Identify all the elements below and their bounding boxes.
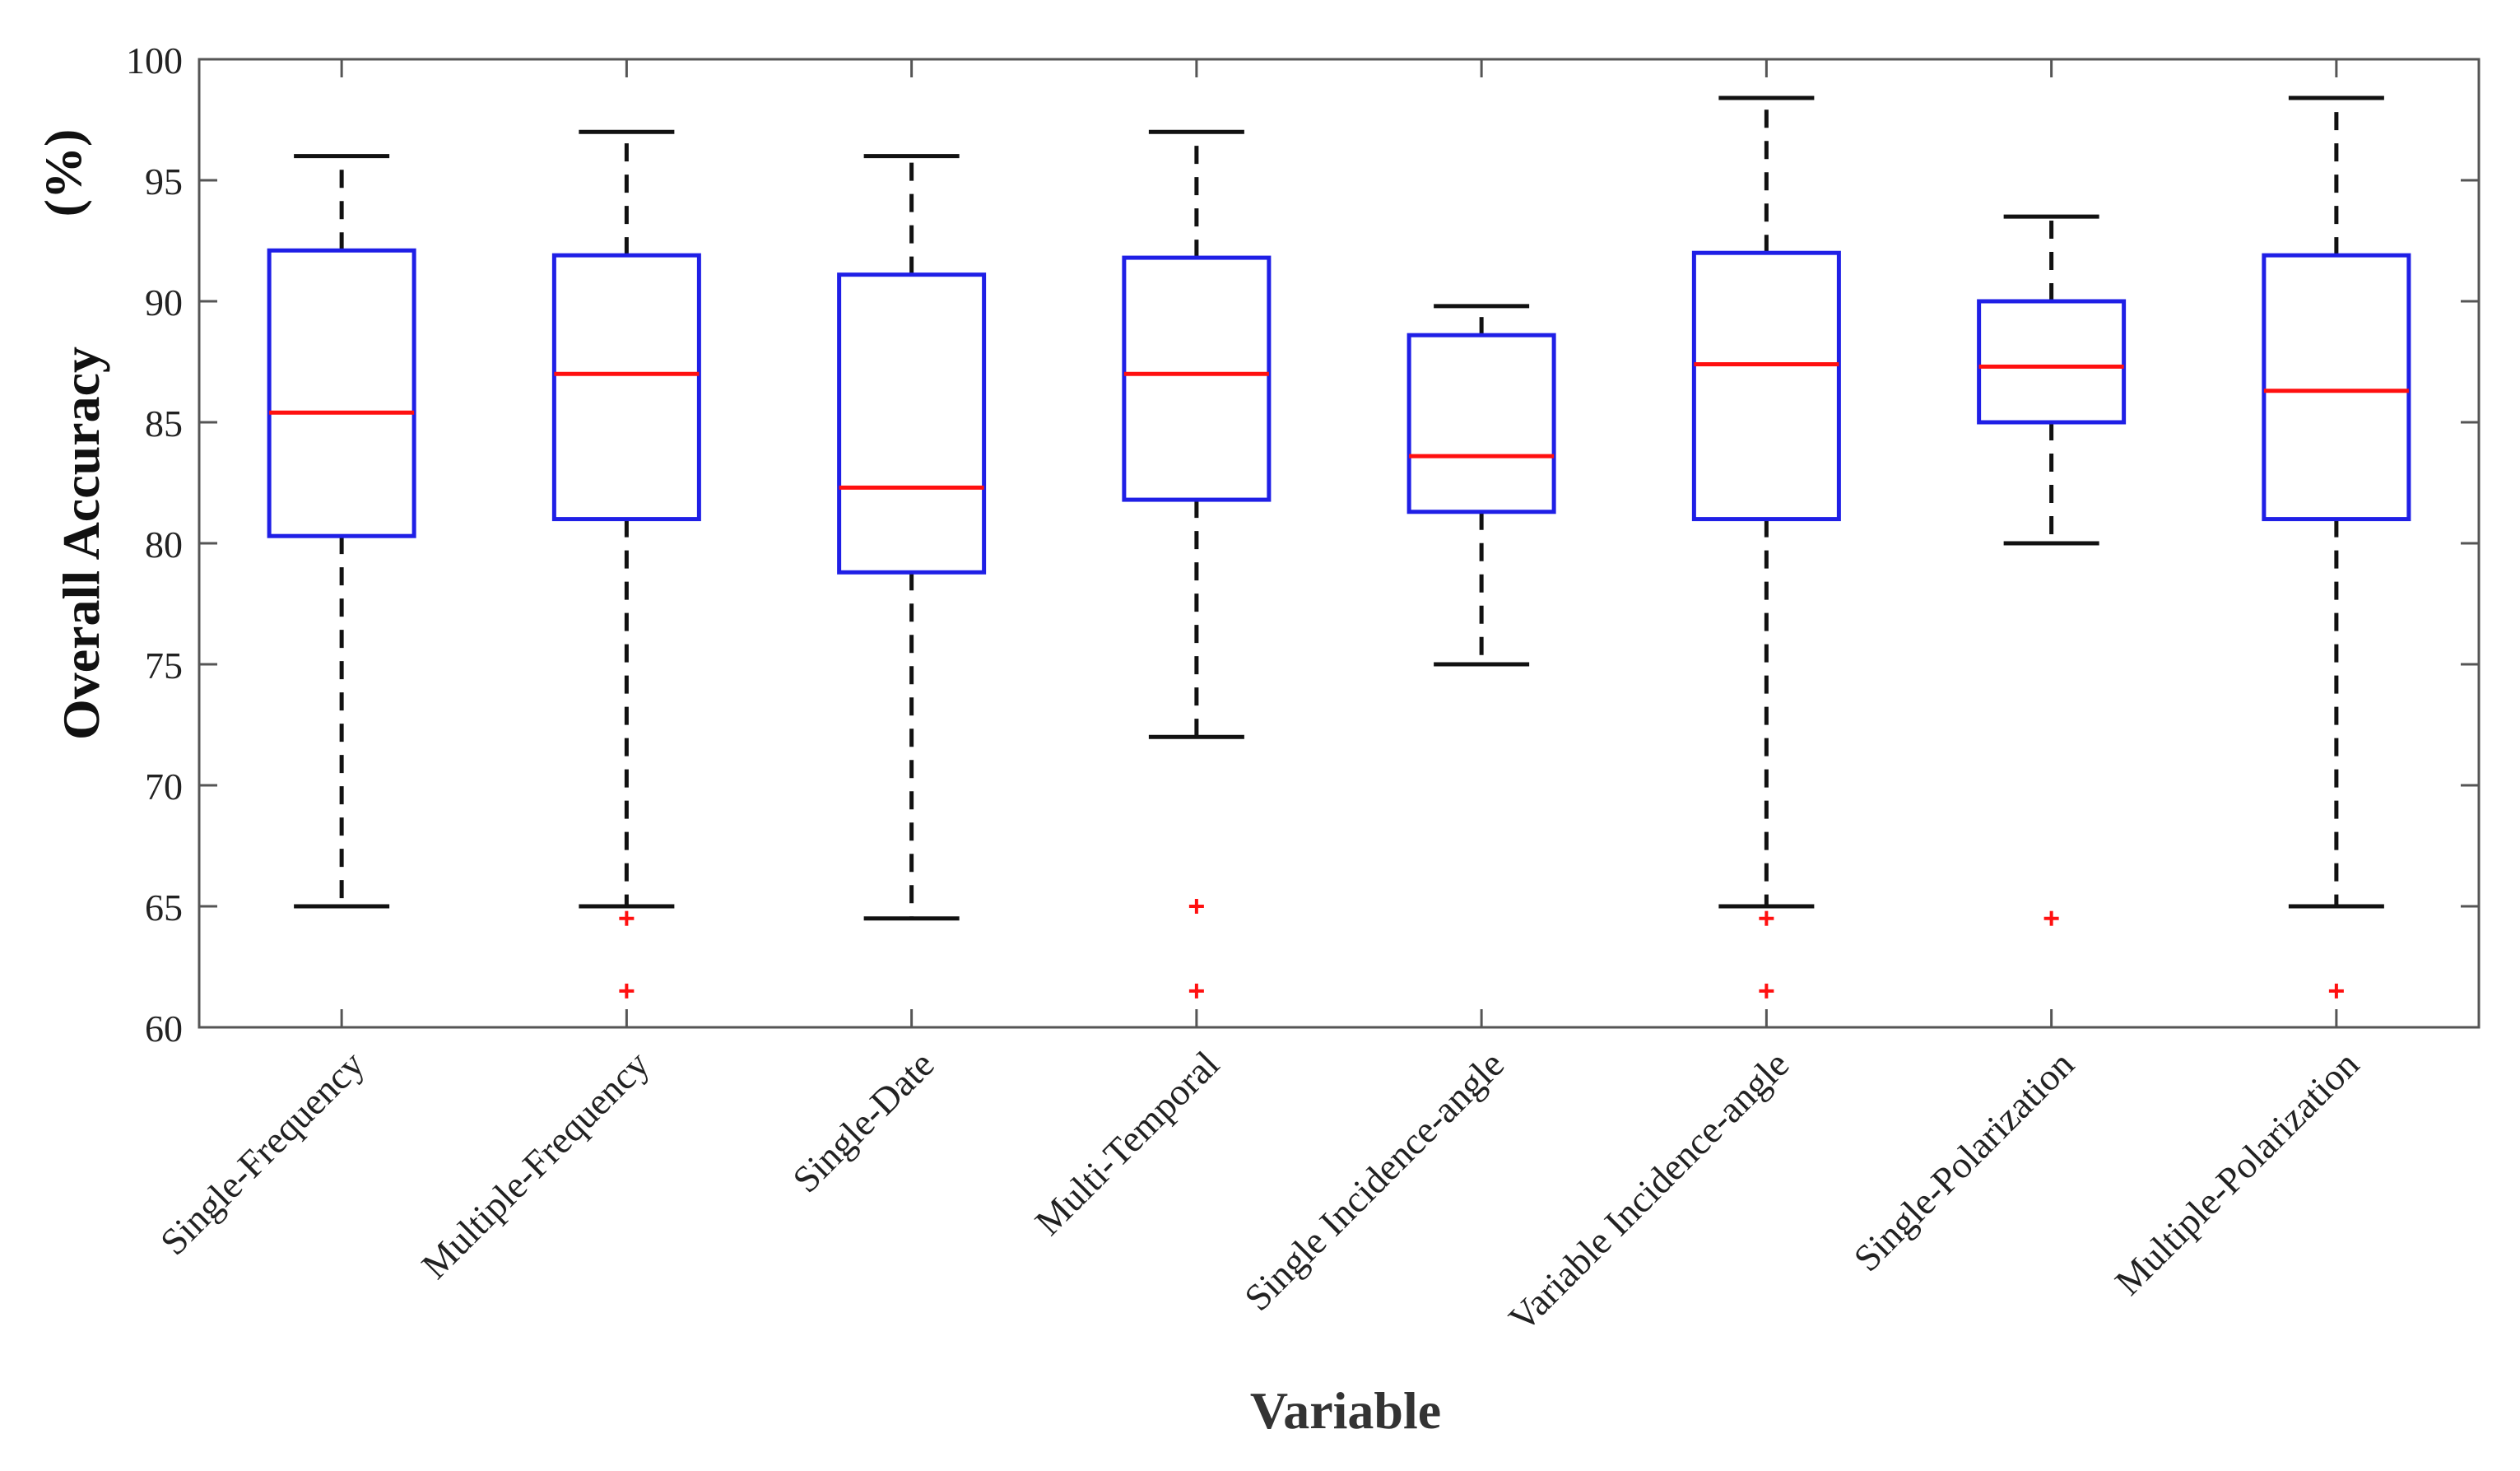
x-tick-label: Multi-Temporal xyxy=(1027,1043,1227,1243)
y-tick-label: 90 xyxy=(145,282,183,324)
y-tick-label: 65 xyxy=(145,887,183,929)
x-axis-label: Variable xyxy=(1250,1381,1441,1440)
boxes xyxy=(267,95,2411,999)
plot-area-border xyxy=(198,58,2480,1029)
box-3 xyxy=(837,154,987,921)
x-tick-label: Multiple-Frequency xyxy=(413,1043,657,1287)
box-iqr xyxy=(837,272,987,575)
box-2 xyxy=(551,129,701,999)
box-iqr xyxy=(1122,255,1272,502)
outlier-point xyxy=(1759,910,1774,926)
y-tick-label: 85 xyxy=(145,403,183,445)
y-axis-label: Overall Accuracy xyxy=(52,347,110,740)
box-7 xyxy=(1977,214,2127,926)
y-axis-unit-label: (%) xyxy=(34,129,92,217)
y-tick-label: 70 xyxy=(145,766,183,808)
x-tick-label: Variable Incidence-angle xyxy=(1500,1043,1797,1339)
outlier-point xyxy=(2043,910,2059,926)
x-tick-label: Multiple-Polarization xyxy=(2107,1043,2367,1303)
y-tick-label: 60 xyxy=(145,1008,183,1050)
box-iqr xyxy=(1406,333,1556,514)
box-6 xyxy=(1691,95,1841,999)
x-axis-ticks: Single-Frequency Multiple-Frequency Single… xyxy=(152,59,2367,1339)
y-axis-ticks: 60 65 70 75 80 85 90 95 100 xyxy=(126,40,2479,1050)
x-tick-label: Single Incidence-angle xyxy=(1236,1043,1512,1319)
box-iqr xyxy=(267,248,416,538)
box-iqr xyxy=(551,253,701,522)
box-iqr xyxy=(1691,250,1841,522)
outlier-point xyxy=(2328,983,2344,999)
box-iqr xyxy=(2262,253,2411,522)
x-tick-label: Single-Frequency xyxy=(152,1043,372,1263)
box-5 xyxy=(1406,304,1556,667)
y-tick-label: 80 xyxy=(145,524,183,566)
outlier-point xyxy=(619,910,635,926)
outlier-point xyxy=(1188,899,1204,914)
box-8 xyxy=(2262,95,2411,999)
outlier-point xyxy=(1759,983,1774,999)
box-1 xyxy=(267,154,416,909)
x-tick-label: Single-Date xyxy=(784,1043,942,1200)
y-tick-label: 95 xyxy=(145,161,183,202)
x-tick-label: Single-Polarization xyxy=(1846,1043,2082,1279)
box-4 xyxy=(1122,129,1272,999)
outlier-point xyxy=(619,983,635,999)
plot-frame xyxy=(198,58,2480,1029)
box-iqr xyxy=(1977,299,2127,425)
y-tick-label: 75 xyxy=(145,645,183,687)
outlier-point xyxy=(1188,983,1204,999)
y-tick-label: 100 xyxy=(126,40,183,81)
